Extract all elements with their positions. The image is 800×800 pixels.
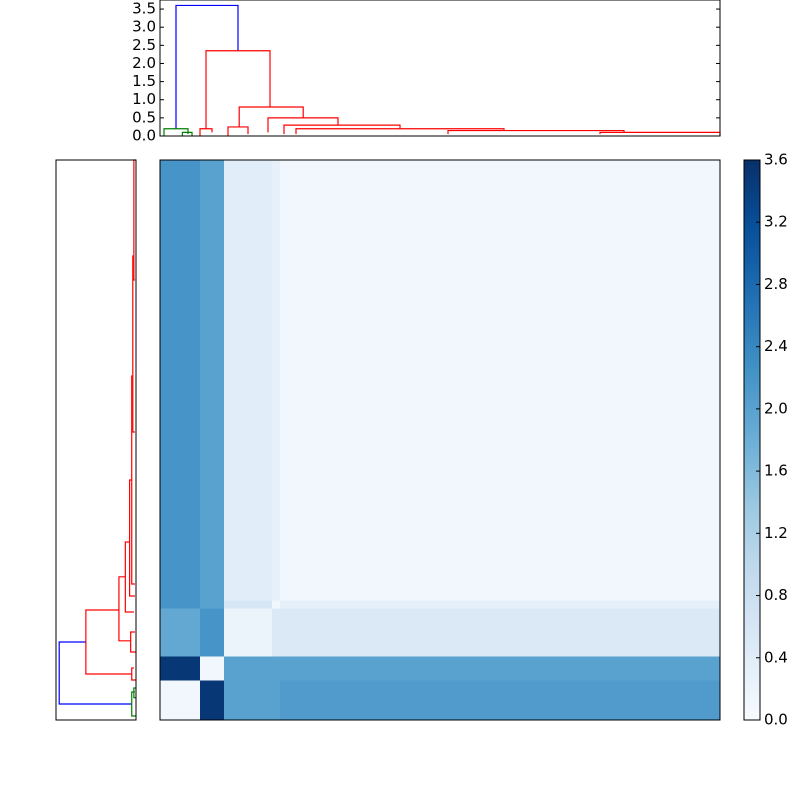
y-tick-label: 2.0 xyxy=(132,54,156,72)
colorbar-tick-label: 1.2 xyxy=(764,524,788,542)
colorbar-tick-label: 3.6 xyxy=(764,151,788,169)
colorbar-tick-label: 0.4 xyxy=(764,648,788,666)
colorbar-tick-label: 2.4 xyxy=(764,337,788,355)
dendrogram-link xyxy=(227,126,249,136)
dendrogram-link xyxy=(129,479,135,597)
y-tick-label: 0.0 xyxy=(132,127,156,145)
colorbar-tick-label: 0.0 xyxy=(764,711,788,729)
dendrogram-link xyxy=(133,687,136,699)
heatmap-cell xyxy=(200,656,225,681)
heatmap-cell xyxy=(272,160,281,601)
heatmap-cell xyxy=(224,608,273,657)
heatmap-cell xyxy=(160,680,201,721)
dendrogram-frame xyxy=(159,0,721,137)
dendrogram-frame xyxy=(55,159,137,721)
colorbar xyxy=(743,159,761,721)
dendrogram-link xyxy=(199,128,213,136)
heatmap-cell xyxy=(280,600,721,609)
heatmap-cell xyxy=(160,600,201,609)
dendrogram-link xyxy=(283,124,401,135)
y-tick-label: 3.5 xyxy=(132,0,156,18)
dendrogram-link xyxy=(447,129,625,135)
dendrogram-link xyxy=(238,106,304,127)
heatmap-cell xyxy=(280,680,721,721)
heatmap-cell xyxy=(160,160,201,601)
dendrogram-link xyxy=(85,609,132,675)
y-tick-label: 1.0 xyxy=(132,90,156,108)
heatmap-cell xyxy=(280,608,721,657)
dendrogram-link xyxy=(131,667,136,681)
colorbar-tick-label: 2.0 xyxy=(764,399,788,417)
heatmap-cell xyxy=(200,608,225,657)
dendrogram-link xyxy=(295,128,505,135)
heatmap-cell xyxy=(224,160,273,601)
dendrogram-link xyxy=(163,128,189,136)
y-tick-label: 0.5 xyxy=(132,108,156,126)
dendrogram-link xyxy=(130,631,136,653)
heatmap-cell xyxy=(200,600,225,609)
colorbar-tick-label: 2.8 xyxy=(764,275,788,293)
colorbar-tick-label: 3.2 xyxy=(764,213,788,231)
dendrogram-link xyxy=(118,576,131,642)
y-tick-label: 1.5 xyxy=(132,72,156,90)
heatmap-cell xyxy=(224,656,273,681)
dendrogram-link xyxy=(175,4,239,129)
heatmap-cell xyxy=(224,600,273,609)
dendrogram-link xyxy=(124,541,134,613)
heatmap-cell xyxy=(272,608,281,657)
heatmap-cell xyxy=(224,680,273,721)
colorbar-tick-label: 0.8 xyxy=(764,586,788,604)
heatmap-cell xyxy=(160,656,201,681)
heatmap-cell xyxy=(200,680,225,721)
dendrogram-link xyxy=(267,117,339,133)
y-tick-label: 2.5 xyxy=(132,36,156,54)
dendrogram-link xyxy=(58,641,132,705)
y-tick-label: 3.0 xyxy=(132,18,156,36)
heatmap-cell xyxy=(200,160,225,601)
heatmap-cell xyxy=(280,160,721,601)
dendrogram-link xyxy=(181,131,193,136)
dendrogram-link xyxy=(205,50,271,129)
colorbar-tick-label: 1.6 xyxy=(764,462,788,480)
heatmap-cell xyxy=(280,656,721,681)
heatmap-cell xyxy=(160,608,201,657)
heatmap-cell xyxy=(272,656,281,681)
heatmap-cell xyxy=(272,680,281,721)
heatmap-cell xyxy=(272,600,281,609)
heatmap-frame xyxy=(159,159,721,721)
